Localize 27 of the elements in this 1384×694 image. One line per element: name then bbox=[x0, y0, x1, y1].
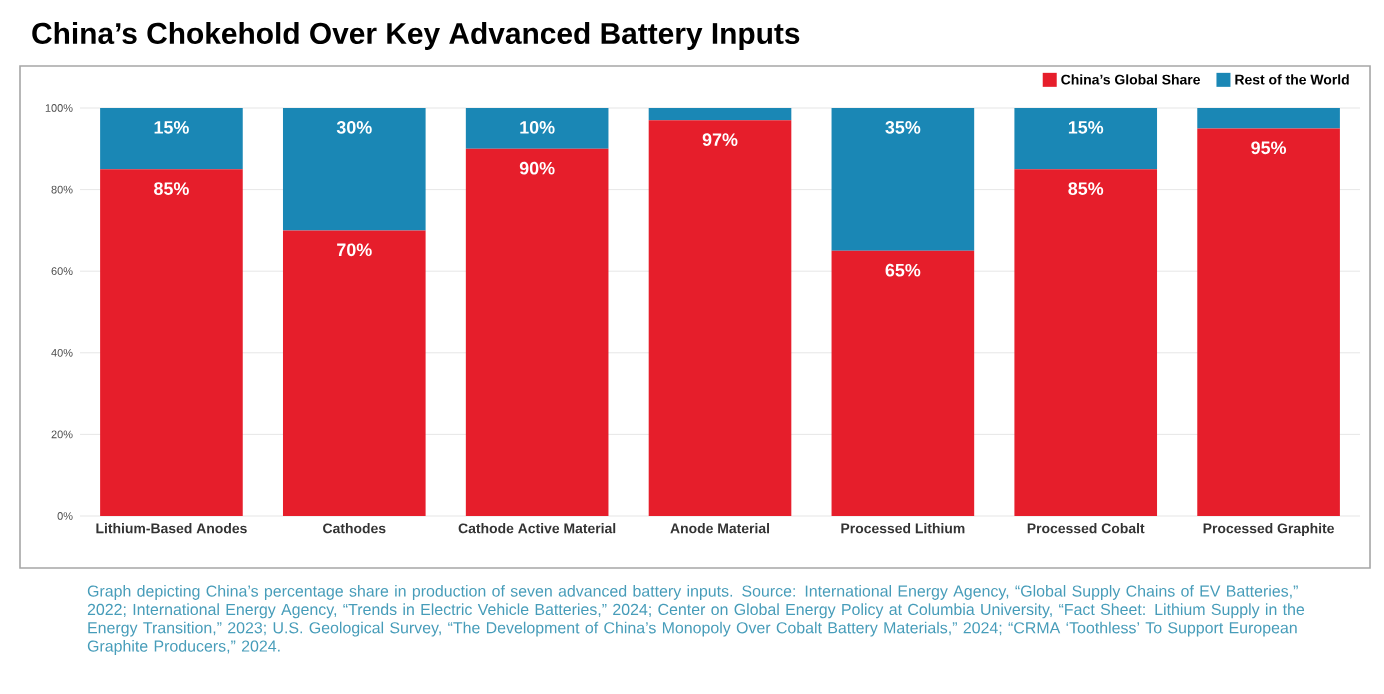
bar bbox=[100, 107, 243, 170]
bar bbox=[282, 230, 426, 516]
data-label: 65% bbox=[885, 263, 921, 277]
bar bbox=[1197, 107, 1340, 129]
data-label: 70% bbox=[337, 243, 372, 257]
data-label: 30% bbox=[336, 121, 372, 134]
bar bbox=[282, 107, 426, 231]
data-label: 35% bbox=[885, 121, 921, 134]
bar bbox=[465, 107, 609, 149]
data-label: 15% bbox=[1068, 121, 1104, 134]
data-label: 85% bbox=[154, 182, 189, 195]
data-label: 95% bbox=[1251, 141, 1287, 155]
bar bbox=[100, 169, 243, 516]
bar bbox=[648, 107, 792, 121]
chart-title: China’s Chokehold Over Key Advanced Battery Inputs bbox=[32, 22, 800, 50]
data-label: 90% bbox=[519, 161, 555, 175]
data-label: 15% bbox=[154, 121, 189, 134]
data-label: 85% bbox=[1068, 182, 1104, 195]
bar bbox=[465, 148, 609, 516]
data-label: 97% bbox=[702, 133, 738, 146]
bar bbox=[1014, 107, 1158, 170]
data-label: 10% bbox=[520, 121, 555, 134]
bar bbox=[831, 250, 975, 516]
bar bbox=[1197, 128, 1340, 516]
bar bbox=[1014, 169, 1158, 516]
bar bbox=[648, 120, 792, 516]
bar bbox=[831, 107, 975, 251]
